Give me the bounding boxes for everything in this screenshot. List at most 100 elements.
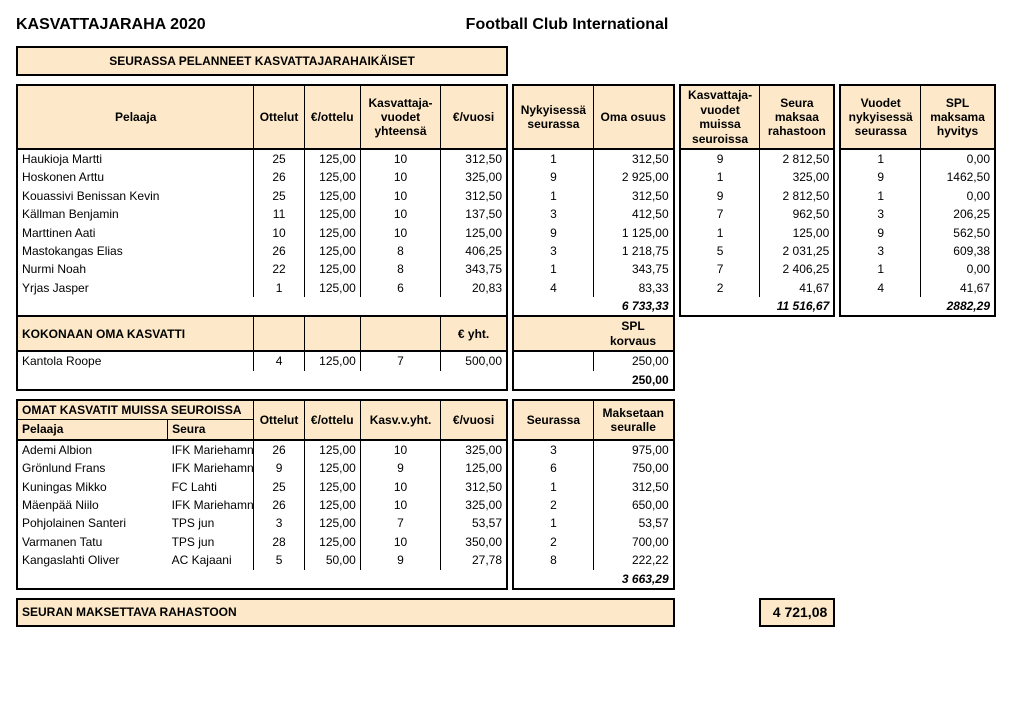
s1-total-rah: 11 516,67: [760, 297, 834, 316]
cell-muissa: 1: [680, 168, 760, 186]
cell-osuus: 312,50: [593, 187, 673, 205]
cell-vuodet: 7: [360, 351, 440, 370]
cell-evuosi: 312,50: [441, 478, 507, 496]
table-row: Källman Benjamin11125,0010137,503412,507…: [17, 205, 995, 223]
hdr-ottelut: Ottelut: [254, 85, 304, 149]
cell-ottelut: 25: [254, 187, 304, 205]
cell-eottelu: 125,00: [304, 496, 360, 514]
cell-ottelut: 25: [254, 149, 304, 168]
cell-player: Kangaslahti Oliver: [17, 551, 168, 569]
hdr-splk: SPL korvaus: [593, 316, 673, 351]
main-table: SEURASSA PELANNEET KASVATTAJARAHAIKÄISET…: [16, 46, 996, 627]
table-row: Mäenpää NiiloIFK Mariehamn26125,0010325,…: [17, 496, 995, 514]
cell-eottelu: 125,00: [304, 187, 360, 205]
cell-player: Varmanen Tatu: [17, 533, 168, 551]
cell-player: Marttinen Aati: [17, 224, 254, 242]
cell-muissa: 1: [680, 224, 760, 242]
cell-eottelu: 125,00: [304, 440, 360, 459]
cell-osuus: 83,33: [593, 279, 673, 297]
cell-osuus: 312,50: [593, 149, 673, 168]
cell-eottelu: 125,00: [304, 149, 360, 168]
cell-mak: 222,22: [593, 551, 673, 569]
cell-eottelu: 125,00: [304, 514, 360, 532]
cell-rahastoon: 962,50: [760, 205, 834, 223]
cell-spl: 41,67: [921, 279, 995, 297]
cell-player: Kuningas Mikko: [17, 478, 168, 496]
cell-vuodet: 10: [360, 224, 440, 242]
table-row: Grönlund FransIFK Mariehamn9125,009125,0…: [17, 459, 995, 477]
hdr-eyht: € yht.: [441, 316, 507, 351]
section2-banner: KOKONAAN OMA KASVATTI: [17, 316, 254, 351]
cell-vuodet: 10: [360, 149, 440, 168]
footer-label: SEURAN MAKSETTAVA RAHASTOON: [17, 599, 674, 626]
cell-seura: AC Kajaani: [168, 551, 254, 569]
section1-totals-row: 6 733,33 11 516,67 2882,29: [17, 297, 995, 316]
cell-nyky: 1: [513, 187, 593, 205]
table-row: Haukioja Martti25125,0010312,501312,5092…: [17, 149, 995, 168]
cell-evuosi: 312,50: [441, 149, 507, 168]
cell-seurassa: 2: [513, 496, 593, 514]
hdr-vuodet: Kasvattaja-vuodet yhteensä: [360, 85, 440, 149]
table-row: Yrjas Jasper1125,00620,83483,33241,67441…: [17, 279, 995, 297]
cell-nyky: 1: [513, 149, 593, 168]
cell-ottelut: 9: [254, 459, 304, 477]
cell-evuosi: 406,25: [441, 242, 507, 260]
cell-ottelut: 22: [254, 260, 304, 278]
cell-nyky: 9: [513, 224, 593, 242]
cell-evuosi: 125,00: [441, 459, 507, 477]
cell-ottelut: 25: [254, 478, 304, 496]
page-title-left: KASVATTAJARAHA 2020: [16, 16, 206, 34]
s3-total: 3 663,29: [593, 570, 673, 589]
cell-mak: 750,00: [593, 459, 673, 477]
cell-vuodet: 10: [360, 205, 440, 223]
table-row: Kangaslahti OliverAC Kajaani550,00927,78…: [17, 551, 995, 569]
cell-seura: TPS jun: [168, 514, 254, 532]
cell-eottelu: 125,00: [304, 351, 360, 370]
cell-vny: 4: [840, 279, 920, 297]
table-row: Kuningas MikkoFC Lahti25125,0010312,5013…: [17, 478, 995, 496]
footer-row: SEURAN MAKSETTAVA RAHASTOON 4 721,08: [17, 599, 995, 626]
cell-evuosi: 125,00: [441, 224, 507, 242]
cell-mak: 312,50: [593, 478, 673, 496]
cell-splk: 250,00: [593, 351, 673, 370]
cell-rahastoon: 2 031,25: [760, 242, 834, 260]
cell-player: Mäenpää Niilo: [17, 496, 168, 514]
cell-vuodet: 10: [360, 168, 440, 186]
s1-total-osuus: 6 733,33: [593, 297, 673, 316]
cell-osuus: 412,50: [593, 205, 673, 223]
cell-ottelut: 3: [254, 514, 304, 532]
cell-evuosi: 53,57: [441, 514, 507, 532]
page-title-right: Football Club International: [466, 16, 669, 34]
hdr-muissa: Kasvattaja-vuodet muissa seuroissa: [680, 85, 760, 149]
s3-hdr-pelaaja: Pelaaja: [17, 420, 168, 440]
cell-player: Källman Benjamin: [17, 205, 254, 223]
cell-vny: 9: [840, 168, 920, 186]
section1-banner-row: SEURASSA PELANNEET KASVATTAJARAHAIKÄISET: [17, 47, 995, 75]
cell-seura: IFK Mariehamn: [168, 496, 254, 514]
hdr-nyky: Nykyisessä seurassa: [513, 85, 593, 149]
section3-banner: OMAT KASVATIT MUISSA SEUROISSA: [17, 400, 254, 420]
cell-nyky: 1: [513, 260, 593, 278]
cell-eottelu: 125,00: [304, 459, 360, 477]
cell-ottelut: 26: [254, 440, 304, 459]
cell-player: Kouassivi Benissan Kevin: [17, 187, 254, 205]
cell-osuus: 343,75: [593, 260, 673, 278]
cell-eottelu: 125,00: [304, 224, 360, 242]
cell-rahastoon: 2 812,50: [760, 187, 834, 205]
cell-vuodet: 8: [360, 242, 440, 260]
cell-evuosi: 500,00: [441, 351, 507, 370]
cell-eottelu: 125,00: [304, 279, 360, 297]
cell-muissa: 2: [680, 279, 760, 297]
cell-evuosi: 325,00: [441, 168, 507, 186]
cell-seurassa: 6: [513, 459, 593, 477]
cell-eottelu: 50,00: [304, 551, 360, 569]
cell-kasv: 10: [360, 496, 440, 514]
cell-evuosi: 27,78: [441, 551, 507, 569]
cell-evuosi: 343,75: [441, 260, 507, 278]
cell-spl: 609,38: [921, 242, 995, 260]
cell-kasv: 9: [360, 551, 440, 569]
cell-spl: 206,25: [921, 205, 995, 223]
footer-value: 4 721,08: [760, 599, 834, 626]
table-row: Kantola Roope4125,007500,00250,00: [17, 351, 995, 370]
cell-player: Haukioja Martti: [17, 149, 254, 168]
